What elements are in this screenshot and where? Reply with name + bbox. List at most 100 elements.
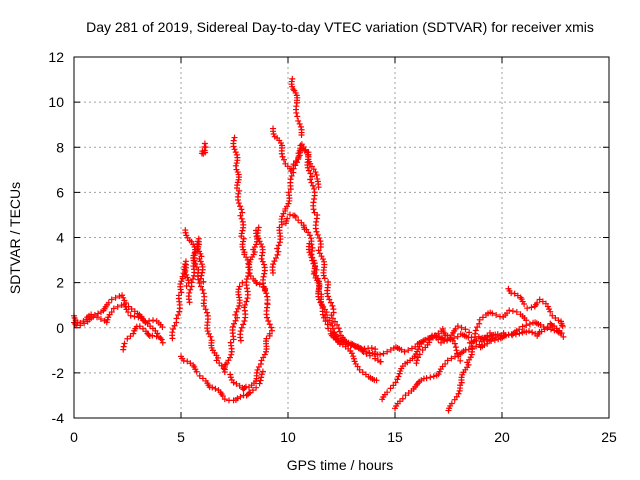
data-point	[110, 305, 117, 312]
series-track-11	[227, 332, 273, 393]
data-point	[170, 326, 177, 333]
data-point	[233, 380, 240, 387]
data-point	[560, 333, 567, 340]
data-point	[506, 307, 513, 314]
data-point	[207, 333, 214, 340]
data-point	[293, 109, 300, 116]
data-point	[136, 323, 143, 330]
data-point	[130, 330, 137, 337]
data-point	[183, 271, 190, 278]
y-tick-label: 0	[56, 320, 64, 336]
data-point	[558, 322, 565, 329]
data-point	[145, 331, 152, 338]
series-track-14	[288, 75, 305, 138]
data-point	[118, 302, 125, 309]
data-point	[444, 357, 451, 364]
data-point	[149, 332, 156, 339]
data-point	[549, 312, 556, 319]
axis-ticks: 0 5 10 15 20 25 -4 -2 0 2 4 6 8 10 12	[48, 49, 617, 445]
data-point	[313, 228, 320, 235]
data-point	[457, 357, 464, 364]
data-point	[125, 309, 132, 316]
data-point	[197, 258, 204, 265]
data-point	[455, 353, 462, 360]
data-point	[521, 301, 528, 308]
data-point	[462, 326, 469, 333]
data-point	[120, 343, 127, 350]
x-tick-label: 15	[387, 429, 403, 445]
data-point	[238, 324, 245, 331]
data-point	[472, 330, 479, 337]
series-track-24	[413, 326, 464, 367]
data-point	[313, 215, 320, 222]
data-point	[159, 324, 166, 331]
data-point	[128, 306, 135, 313]
data-point	[263, 335, 270, 342]
data-point	[387, 385, 394, 392]
data-point	[538, 328, 545, 335]
data-point	[481, 334, 488, 341]
data-point	[474, 324, 481, 331]
data-point	[491, 337, 498, 344]
data-point	[405, 347, 412, 354]
data-point	[182, 258, 189, 265]
x-tick-label: 10	[280, 429, 296, 445]
data-point	[232, 149, 239, 156]
data-point	[150, 317, 157, 324]
data-point	[237, 393, 244, 400]
data-point	[237, 212, 244, 219]
data-point	[297, 123, 304, 130]
data-point	[368, 345, 375, 352]
data-point	[204, 328, 211, 335]
data-point	[261, 270, 268, 277]
data-point	[239, 227, 246, 234]
data-markers	[71, 75, 567, 414]
data-point	[232, 162, 239, 169]
data-point	[285, 189, 292, 196]
data-point	[288, 172, 295, 179]
data-point	[258, 371, 265, 378]
x-tick-label: 5	[177, 429, 185, 445]
y-tick-label: -2	[52, 365, 65, 381]
data-point	[241, 317, 248, 324]
data-point	[444, 332, 451, 339]
data-point	[189, 276, 196, 283]
series-track-13	[269, 141, 384, 365]
data-point	[124, 335, 131, 342]
data-point	[227, 339, 234, 346]
data-point	[191, 257, 198, 264]
data-point	[232, 311, 239, 318]
data-point	[81, 320, 88, 327]
series-track-3	[120, 323, 166, 353]
data-point	[355, 345, 362, 352]
series-track-4	[169, 258, 192, 342]
data-point	[241, 385, 248, 392]
data-point	[234, 179, 241, 186]
data-point	[175, 312, 182, 319]
data-point	[395, 373, 402, 380]
data-point	[182, 261, 189, 268]
data-point	[238, 215, 245, 222]
data-point	[351, 358, 358, 365]
data-point	[114, 303, 121, 310]
data-point	[257, 377, 264, 384]
data-point	[320, 256, 327, 263]
data-point	[127, 312, 134, 319]
data-point	[296, 120, 303, 127]
data-point	[177, 280, 184, 287]
data-point	[455, 390, 462, 397]
data-point	[326, 296, 333, 303]
data-point	[233, 160, 240, 167]
data-point	[291, 212, 298, 219]
data-point	[329, 322, 336, 329]
data-point	[254, 232, 261, 239]
data-point	[269, 327, 276, 334]
data-point	[448, 355, 455, 362]
data-point	[316, 296, 323, 303]
data-point	[258, 241, 265, 248]
data-point	[329, 302, 336, 309]
data-point	[327, 299, 334, 306]
data-point	[112, 294, 119, 301]
data-point	[95, 310, 102, 317]
data-point	[315, 247, 322, 254]
